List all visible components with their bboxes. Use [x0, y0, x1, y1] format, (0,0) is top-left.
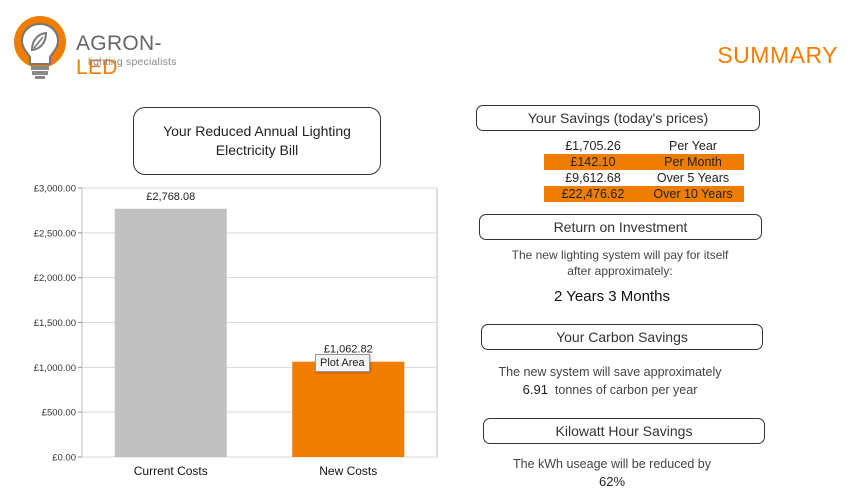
y-tick-label: £1,000.00 — [34, 363, 76, 374]
savings-row: £22,476.62 Over 10 Years — [544, 186, 744, 202]
bar — [292, 361, 405, 457]
data-label: £1,062.82 — [324, 344, 373, 356]
savings-period: Per Month — [664, 155, 722, 169]
roi-line-2: after approximately: — [567, 264, 673, 278]
savings-amount: £22,476.62 — [561, 187, 625, 201]
carbon-line-1: The new system will save approximately — [498, 365, 722, 379]
bar-chart: £0.00 £500.00 £1,000.00 £1,500.00 £2,000.00 £… — [34, 184, 438, 478]
data-label: £2,768.08 — [146, 191, 195, 203]
roi-description: The new lighting system will pay for its… — [470, 247, 770, 279]
savings-period: Per Year — [669, 139, 717, 153]
lightbulb-logo-icon — [14, 16, 66, 79]
x-tick-label: New Costs — [319, 464, 377, 478]
carbon-description: The new system will save approximately 6… — [460, 363, 760, 399]
savings-row: £142.10 Per Month — [544, 154, 744, 170]
roi-title: Return on Investment — [479, 214, 762, 240]
kwh-value: 62% — [598, 474, 626, 489]
carbon-line-2: 6.91 tonnes of carbon per year — [460, 381, 760, 399]
savings-table: £1,705.26 Per Year £142.10 Per Month £9,… — [544, 138, 744, 202]
carbon-unit-text: tonnes of carbon per year — [554, 383, 698, 397]
savings-amount: £1,705.26 — [565, 139, 621, 153]
page-title: SUMMARY — [717, 42, 838, 68]
kwh-line-1: The kWh useage will be reduced by — [512, 457, 712, 471]
y-tick-label: £500.00 — [42, 408, 76, 419]
y-tick-label: £2,500.00 — [34, 228, 76, 239]
company-logo: AGRON-LED lighting specialists — [10, 12, 200, 82]
y-tick-label: £0.00 — [52, 453, 76, 464]
y-tick-label: £3,000.00 — [34, 184, 76, 195]
kwh-title: Kilowatt Hour Savings — [483, 418, 765, 444]
logo-tagline: lighting specialists — [88, 56, 177, 68]
roi-line-1: The new lighting system will pay for its… — [511, 248, 729, 262]
savings-row: £1,705.26 Per Year — [544, 138, 744, 154]
savings-title: Your Savings (today's prices) — [476, 105, 760, 131]
carbon-title: Your Carbon Savings — [481, 324, 763, 350]
savings-period: Over 5 Years — [656, 171, 730, 185]
carbon-amount: 6.91 — [522, 382, 548, 397]
savings-period: Over 10 Years — [653, 187, 733, 201]
y-tick-label: £2,000.00 — [34, 273, 76, 284]
savings-amount: £142.10 — [570, 155, 616, 169]
x-tick-label: Current Costs — [134, 464, 208, 478]
logo-wordmark: AGRON-LED — [76, 32, 162, 79]
kwh-description: The kWh useage will be reduced by 62% — [462, 455, 762, 491]
bar — [114, 208, 227, 457]
savings-row: £9,612.68 Over 5 Years — [544, 170, 744, 186]
roi-value: 2 Years 3 Months — [554, 288, 670, 305]
plot-area-tooltip: Plot Area — [315, 354, 370, 372]
chart-title: Your Reduced Annual Lighting Electricity… — [133, 107, 381, 175]
y-tick-label: £1,500.00 — [34, 318, 76, 329]
savings-amount: £9,612.68 — [565, 171, 621, 185]
